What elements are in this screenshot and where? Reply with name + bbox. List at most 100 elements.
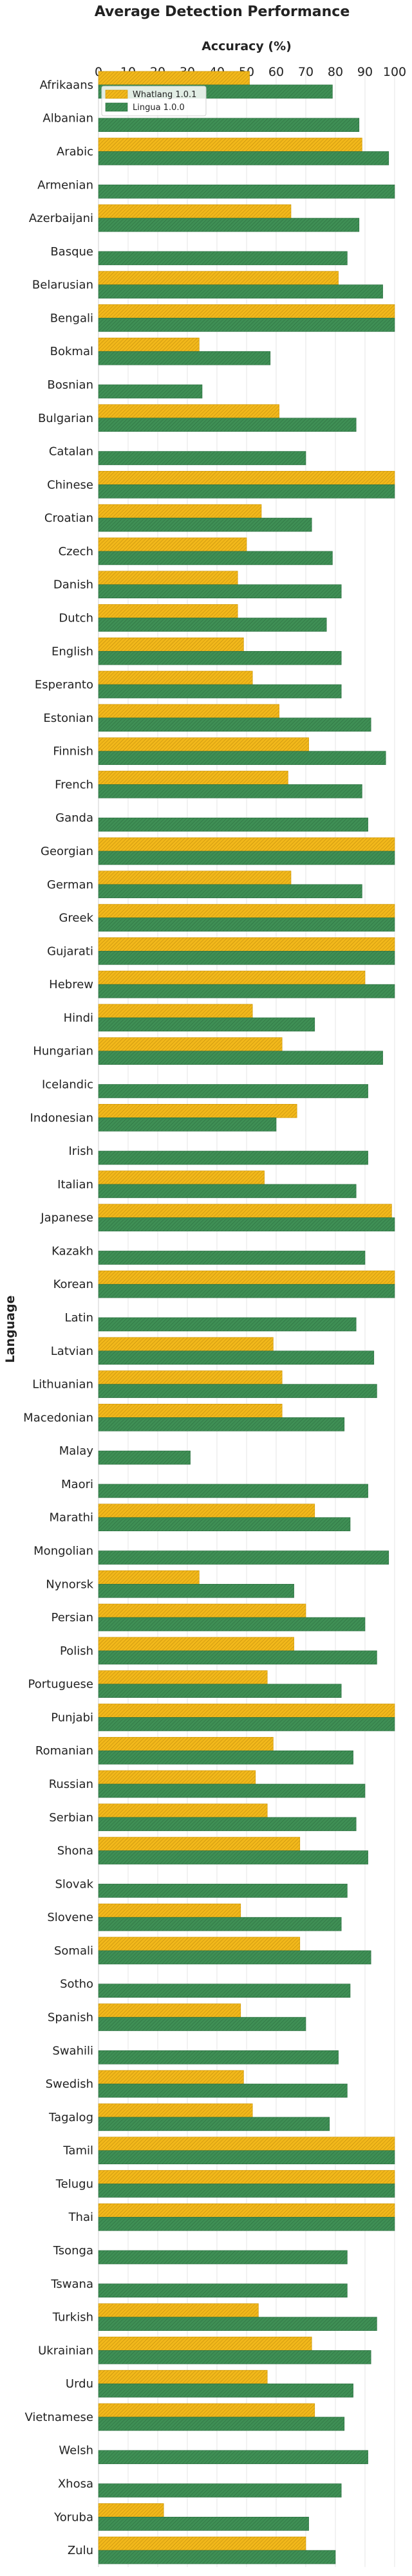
bar-lingua <box>98 2350 371 2364</box>
category-label: Estonian <box>43 712 93 725</box>
category-label: Korean <box>53 1278 93 1291</box>
bar-lingua <box>98 217 360 232</box>
bar-lingua <box>98 1650 377 1665</box>
bar-lingua <box>98 650 342 665</box>
bar-whatlang <box>98 2203 395 2218</box>
bar-whatlang <box>98 2337 312 2351</box>
bar-whatlang <box>98 904 395 918</box>
category-label: Greek <box>59 912 93 925</box>
bar-lingua <box>98 2117 330 2131</box>
bar-lingua <box>98 2483 342 2498</box>
bar-lingua <box>98 1117 277 1132</box>
bar-lingua <box>98 1717 395 1731</box>
bar-lingua <box>98 1317 357 1332</box>
category-label: Albanian <box>42 112 93 125</box>
bar-lingua <box>98 1583 294 1598</box>
bar-whatlang <box>98 471 395 485</box>
bar-lingua <box>98 517 312 532</box>
category-label: Armenian <box>37 178 93 192</box>
category-label: Georgian <box>41 845 93 858</box>
bar-lingua <box>98 2517 309 2531</box>
bar-whatlang <box>98 2170 395 2184</box>
category-label: Hungarian <box>33 1045 93 1058</box>
category-label: Belarusian <box>32 279 93 292</box>
y-axis-label: Language <box>3 1296 17 1363</box>
bar-lingua <box>98 1850 368 1864</box>
bar-whatlang <box>98 571 238 585</box>
bar-lingua <box>98 418 357 432</box>
category-label: Nynorsk <box>46 1578 93 1591</box>
category-label: Romanian <box>35 1744 93 1758</box>
bar-whatlang <box>98 2003 241 2018</box>
category-label: Tagalog <box>48 2111 93 2124</box>
category-label: Telugu <box>55 2177 93 2191</box>
category-label: Bulgarian <box>38 412 93 425</box>
bar-whatlang <box>98 1103 297 1118</box>
bar-lingua <box>98 1917 342 1931</box>
bar-whatlang <box>98 1204 392 1218</box>
bar-lingua <box>98 1417 345 1431</box>
bar-lingua <box>98 351 271 365</box>
bar-whatlang <box>98 737 309 751</box>
bar-lingua <box>98 118 360 132</box>
category-label: Chinese <box>47 478 93 492</box>
bar-lingua <box>98 1350 375 1365</box>
bar-whatlang <box>98 2503 164 2517</box>
category-label: Polish <box>60 1644 93 1658</box>
bar-whatlang <box>98 1337 274 1352</box>
bar-whatlang <box>98 2369 268 2384</box>
bar-lingua <box>98 2083 348 2098</box>
bar-lingua <box>98 2550 336 2564</box>
bar-lingua <box>98 784 362 798</box>
x-tick-label: 80 <box>328 65 343 79</box>
legend-swatch <box>105 89 128 99</box>
category-label: Marathi <box>50 1511 93 1525</box>
category-label: Arabic <box>57 145 93 158</box>
category-label: Azerbaijani <box>29 212 93 225</box>
category-label: Latin <box>64 1311 93 1325</box>
category-label: Zulu <box>68 2544 93 2557</box>
bar-lingua <box>98 817 368 832</box>
bar-lingua <box>98 2416 345 2431</box>
bar-lingua <box>98 1251 366 1265</box>
bar-whatlang <box>98 1670 268 1684</box>
bar-whatlang <box>98 1170 265 1185</box>
bar-lingua <box>98 2184 395 2198</box>
category-label: Swahili <box>52 2044 93 2057</box>
bar-whatlang <box>98 337 200 352</box>
bar-whatlang <box>98 1037 283 1052</box>
bar-lingua <box>98 917 395 932</box>
bar-whatlang <box>98 271 339 285</box>
bar-whatlang <box>98 1404 283 1418</box>
bar-lingua <box>98 1550 389 1565</box>
category-label: Bokmal <box>50 345 93 358</box>
bar-whatlang <box>98 138 362 152</box>
bar-lingua <box>98 484 395 499</box>
category-label: Basque <box>50 245 93 259</box>
bar-lingua <box>98 2150 395 2164</box>
bar-lingua <box>98 1051 383 1065</box>
bar-lingua <box>98 1184 357 1199</box>
category-label: Hebrew <box>49 978 93 991</box>
legend-swatch <box>105 102 128 112</box>
category-label: Portuguese <box>28 1678 93 1691</box>
bar-lingua <box>98 2017 306 2031</box>
bar-lingua <box>98 1450 191 1465</box>
category-label: Punjabi <box>51 1711 93 1724</box>
bar-lingua <box>98 1983 351 1998</box>
category-label: Dutch <box>59 611 93 625</box>
bar-lingua <box>98 751 386 765</box>
bar-whatlang <box>98 404 279 419</box>
bar-whatlang <box>98 71 250 86</box>
bar-whatlang <box>98 1370 283 1385</box>
category-label: Xhosa <box>58 2478 93 2491</box>
x-tick-label: 90 <box>357 65 373 79</box>
bar-whatlang <box>98 970 366 985</box>
bar-whatlang <box>98 704 279 719</box>
bar-whatlang <box>98 670 253 685</box>
bar-whatlang <box>98 537 247 552</box>
category-label: Catalan <box>49 445 93 459</box>
bar-whatlang <box>98 1004 253 1018</box>
